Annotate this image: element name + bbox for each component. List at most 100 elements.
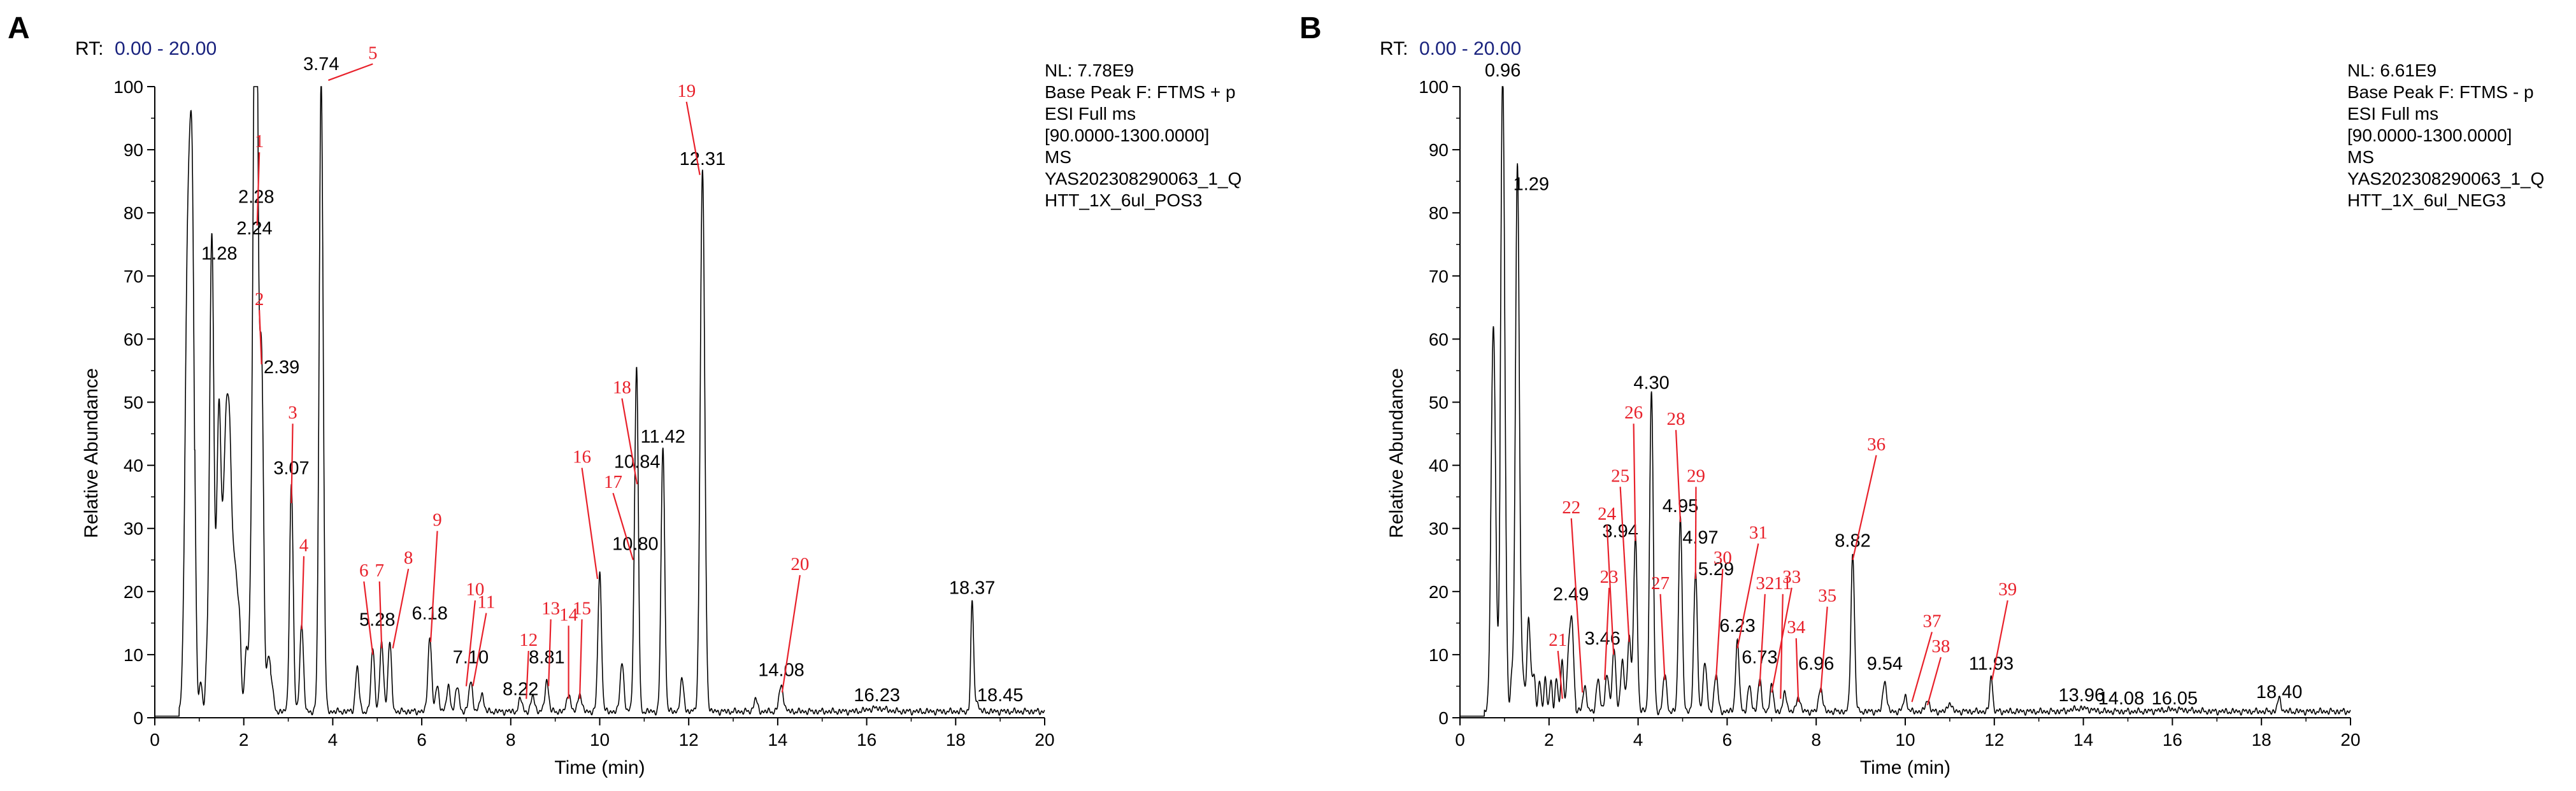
peak-label: 16.23 xyxy=(854,685,900,706)
y-tick-label: 100 xyxy=(1419,77,1449,97)
annotation-leader xyxy=(429,531,438,643)
annotation-number: 1 xyxy=(255,131,264,152)
y-axis-label: Relative Abundance xyxy=(81,368,102,538)
x-tick-label: 12 xyxy=(1984,730,2004,750)
peak-label: 7.10 xyxy=(453,648,489,668)
annotation-number: 3 xyxy=(288,403,297,423)
annotation-number: 33 xyxy=(1782,567,1801,587)
info-line: YAS202308290063_1_Q xyxy=(2347,169,2544,189)
y-tick-label: 100 xyxy=(113,77,143,97)
annotation-number: 2 xyxy=(255,289,264,310)
peak-label: 5.29 xyxy=(1698,559,1734,580)
annotation-number: 28 xyxy=(1667,409,1685,429)
x-tick-label: 14 xyxy=(768,730,787,750)
annotation-leader xyxy=(465,600,476,687)
annotation-leader xyxy=(612,492,634,560)
annotation-number: 19 xyxy=(677,81,696,101)
annotation-number: 26 xyxy=(1624,403,1643,423)
annotation-number: 15 xyxy=(573,598,591,618)
y-tick-label: 40 xyxy=(124,456,143,476)
info-line: Base Peak F: FTMS - p xyxy=(2347,82,2534,102)
annotation-leader xyxy=(1659,594,1666,680)
x-tick-label: 10 xyxy=(1895,730,1915,750)
panel-label: B xyxy=(1299,11,1322,45)
info-line: [90.0000-1300.0000] xyxy=(2347,125,2512,145)
annotation-leader xyxy=(1736,543,1759,649)
peak-label: 1.29 xyxy=(1513,174,1549,194)
y-tick-label: 10 xyxy=(124,645,143,665)
x-tick-label: 4 xyxy=(1633,730,1643,750)
annotation-leader xyxy=(472,613,487,687)
panel-label: A xyxy=(8,11,30,45)
y-tick-label: 90 xyxy=(1429,140,1449,160)
peak-label: 2.49 xyxy=(1553,585,1589,605)
rt-label: RT: xyxy=(1380,38,1408,59)
peak-label: 3.74 xyxy=(303,54,339,75)
chart-panel-b: B RT: 0.00 - 20.00 NL: 6.61E9 Base Peak F: F… xyxy=(1299,11,2544,778)
y-tick-label: 80 xyxy=(124,203,143,223)
peak-label: 2.24 xyxy=(236,218,272,239)
peak-label: 8.22 xyxy=(503,679,538,699)
y-tick-label: 10 xyxy=(1429,645,1449,665)
peak-label: 2.28 xyxy=(238,187,274,207)
annotation-leader xyxy=(578,619,583,699)
peak-label: 4.97 xyxy=(1682,527,1718,548)
annotation-number: 39 xyxy=(1998,580,2017,600)
annotation-number: 12 xyxy=(519,630,538,650)
rt-label: RT: xyxy=(75,38,103,59)
annotation-number: 11 xyxy=(477,592,495,613)
y-tick-label: 20 xyxy=(1429,582,1449,602)
annotation-number: 14 xyxy=(559,604,578,625)
annotation-leader xyxy=(1606,524,1615,655)
annotation-leader xyxy=(1820,606,1828,693)
annotation-number: 4 xyxy=(299,535,309,555)
chart-panel-a: A RT: 0.00 - 20.00 NL: 7.78E9 Base Peak F: F… xyxy=(8,11,1241,778)
x-tick-label: 2 xyxy=(239,730,249,750)
y-tick-label: 30 xyxy=(1429,519,1449,539)
annotation-number: 13 xyxy=(541,598,560,618)
x-tick-label: 10 xyxy=(590,730,610,750)
x-tick-label: 4 xyxy=(328,730,338,750)
x-tick-label: 14 xyxy=(2073,730,2093,750)
peak-label: 14.08 xyxy=(758,660,805,681)
x-tick-label: 18 xyxy=(2252,730,2272,750)
annotation-number: 7 xyxy=(375,560,384,581)
annotation-number: 21 xyxy=(1549,630,1567,650)
annotation-leader xyxy=(1715,569,1724,680)
annotation-leader xyxy=(378,581,383,649)
x-tick-label: 16 xyxy=(857,730,877,750)
annotation-number: 18 xyxy=(613,378,631,398)
annotation-leader xyxy=(1852,455,1877,560)
annotation-leader xyxy=(301,556,305,630)
annotation-number: 30 xyxy=(1714,548,1732,568)
annotation-leader xyxy=(1633,424,1636,541)
x-tick-label: 2 xyxy=(1544,730,1554,750)
peak-label: 14.08 xyxy=(2098,688,2145,709)
annotation-leader xyxy=(392,568,410,649)
peak-label: 6.96 xyxy=(1798,654,1834,674)
annotation-number: 37 xyxy=(1922,611,1941,631)
peak-label: 4.30 xyxy=(1633,373,1669,394)
x-axis-label: Time (min) xyxy=(554,757,645,778)
peak-label: 6.23 xyxy=(1719,616,1755,636)
annotation-leader xyxy=(1619,487,1630,643)
annotation-leader xyxy=(685,101,701,175)
x-tick-label: 6 xyxy=(417,730,427,750)
y-tick-label: 40 xyxy=(1429,456,1449,476)
annotation-number: 17 xyxy=(604,472,622,492)
chromatogram-trace xyxy=(155,86,1045,717)
annotation-number: 36 xyxy=(1867,434,1885,455)
peak-label: 18.37 xyxy=(949,578,996,599)
rt-range: 0.00 - 20.00 xyxy=(1419,38,1521,59)
peak-label: 2.39 xyxy=(264,357,299,378)
peak-label: 11.42 xyxy=(640,427,685,447)
peak-label: 10.84 xyxy=(614,452,661,473)
annotation-leader xyxy=(363,581,374,655)
peak-label: 0.96 xyxy=(1485,61,1521,81)
peak-label: 5.28 xyxy=(359,609,395,630)
annotation-leader xyxy=(1926,657,1942,706)
annotation-leader xyxy=(1570,518,1584,693)
x-tick-label: 6 xyxy=(1722,730,1733,750)
x-tick-label: 12 xyxy=(679,730,699,750)
